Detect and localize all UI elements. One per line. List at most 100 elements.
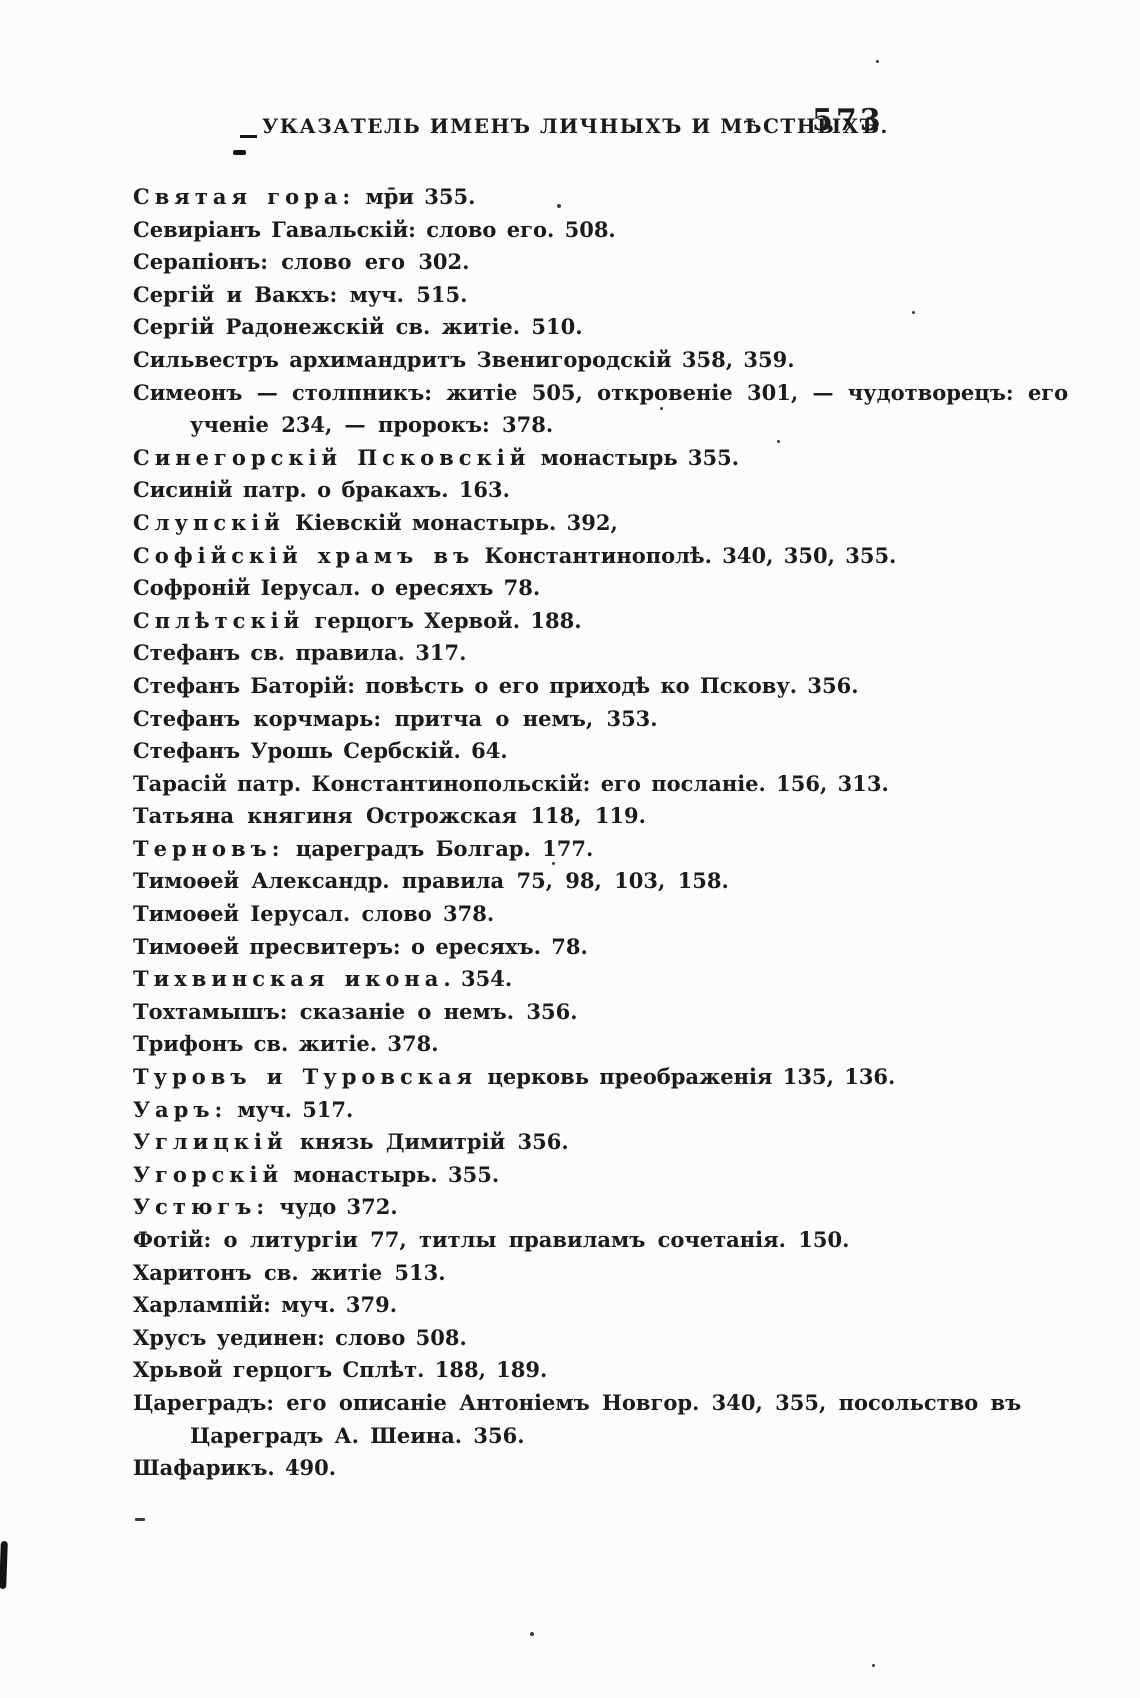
- index-entry-line: Терновъ: цареградъ Болгар. 177.: [133, 833, 1053, 866]
- index-entry-line: Софроній Іерусал. о ересяхъ 78.: [133, 572, 1053, 605]
- entry-text: Севиріанъ Гавальскій: слово его. 508.: [133, 216, 616, 242]
- index-entry-line: Симеонъ — столпникъ: житіе 505, откровен…: [133, 377, 1068, 410]
- entry-headword: Угорскій: [133, 1161, 284, 1187]
- entry-text: Константинополѣ. 340, 350, 355.: [474, 542, 897, 568]
- index-entry-line: Сергій Радонежскій св. житіе. 510.: [133, 311, 1053, 344]
- ink-underscore-mark: [240, 135, 257, 138]
- paper-speck: [876, 60, 879, 63]
- entry-text: Тимоѳей Іерусал. слово 378.: [133, 901, 495, 927]
- ink-dash-mark: [233, 150, 246, 155]
- index-entry-line: Тохтамышъ: сказаніе о немъ. 356.: [133, 996, 1053, 1029]
- running-head: УКАЗАТЕЛЬ ИМЕНЪ ЛИЧНЫХЪ И МѢСТНЫХЪ. 573: [0, 0, 1140, 160]
- paper-speck: [660, 407, 663, 410]
- entry-text: Стефанъ корчмарь: притча о немъ, 353.: [133, 705, 658, 731]
- entry-text: Тимоѳей Александр. правила 75, 98, 103, …: [133, 868, 729, 894]
- entry-headword: Уаръ:: [133, 1096, 228, 1122]
- index-entry-line: Цареградъ: его описаніе Антоніемъ Новгор…: [133, 1387, 1053, 1420]
- entry-text: Тимоѳей пресвитеръ: о ересяхъ. 78.: [133, 933, 588, 959]
- paper-speck: [872, 1664, 875, 1667]
- index-entry-line: Харитонъ св. житіе 513.: [133, 1257, 1053, 1290]
- index-entry-line: Цареградъ А. Шеина. 356.: [133, 1420, 1053, 1453]
- entry-text: чудо 372.: [269, 1194, 398, 1220]
- entry-text: Хрусъ уединен: слово 508.: [133, 1324, 467, 1350]
- entry-text: Сисиній патр. о бракахъ. 163.: [133, 477, 510, 503]
- entry-text: Стефанъ св. правила. 317.: [133, 640, 467, 666]
- entry-text: Хрьвой герцогъ Сплѣт. 188, 189.: [133, 1357, 548, 1383]
- entry-text: Тохтамышъ: сказаніе о немъ. 356.: [133, 998, 578, 1024]
- entry-text: князь Димитрій 356.: [287, 1129, 569, 1155]
- entry-text: Харлампій: муч. 379.: [133, 1292, 398, 1318]
- entry-text: Тарасій патр. Константинопольскій: его п…: [133, 770, 889, 796]
- entry-text: герцогъ Хервой. 188.: [304, 607, 582, 633]
- index-entry-line: Стефанъ корчмарь: притча о немъ, 353.: [133, 703, 1053, 736]
- paper-speck: [135, 1518, 145, 1521]
- index-entry-line: Трифонъ св. житіе. 378.: [133, 1028, 1053, 1061]
- entry-text: церковь преображенія 135, 136.: [477, 1064, 896, 1090]
- index-entry-line: Хрусъ уединен: слово 508.: [133, 1322, 1053, 1355]
- entry-text: Трифонъ св. житіе. 378.: [133, 1031, 439, 1057]
- index-entry-line: ученіе 234, — пророкъ: 378.: [133, 409, 1053, 442]
- entry-headword: Синегорскій Псковскій: [133, 444, 531, 470]
- entry-text: Шафарикъ. 490.: [133, 1455, 337, 1481]
- entry-headword: Углицкій: [133, 1129, 288, 1155]
- index-entries: Святая гора: мр̄и 355. Севиріанъ Гавальск…: [133, 181, 1068, 1485]
- index-entry-line: Стефанъ Урошь Сербскій. 64.: [133, 735, 1053, 768]
- index-entry-line: Софійскій храмъ въ Константинополѣ. 340,…: [133, 540, 1053, 573]
- entry-text: Стефанъ Урошь Сербскій. 64.: [133, 738, 508, 764]
- index-entry-line: Сисиній патр. о бракахъ. 163.: [133, 474, 1053, 507]
- entry-text: Кіевскій монастырь. 392,: [284, 509, 618, 535]
- entry-text: монастырь. 355.: [283, 1161, 500, 1187]
- entry-headword: Сплѣтскій: [133, 607, 305, 633]
- index-entry-line: Стефанъ Баторій: повѣсть о его приходѣ к…: [133, 670, 1053, 703]
- entry-text: Симеонъ — столпникъ: житіе 505, откровен…: [133, 379, 1069, 405]
- entry-headword: Святая гора:: [133, 184, 356, 209]
- running-title: УКАЗАТЕЛЬ ИМЕНЪ ЛИЧНЫХЪ И МѢСТНЫХЪ.: [262, 114, 889, 138]
- index-entry-line: Уаръ: муч. 517.: [133, 1094, 1053, 1127]
- index-entry-line: Сплѣтскій герцогъ Хервой. 188.: [133, 605, 1053, 638]
- entry-text: Софроній Іерусал. о ересяхъ 78.: [133, 575, 541, 601]
- entry-text: мр̄и 355.: [355, 184, 476, 209]
- index-entry-line: Сергій и Вакхъ: муч. 515.: [133, 279, 1053, 312]
- index-entry-line: Устюгъ: чудо 372.: [133, 1191, 1053, 1224]
- index-entry-line: Тихвинская икона. 354.: [133, 963, 1053, 996]
- paper-speck: [557, 204, 561, 208]
- index-entry-line: Сильвестръ архимандритъ Звенигородскій 3…: [133, 344, 1053, 377]
- entry-text: Сильвестръ архимандритъ Звенигородскій 3…: [133, 346, 795, 372]
- index-entry-line: Слупскій Кіевскій монастырь. 392,: [133, 507, 1053, 540]
- entry-text: Сергій Радонежскій св. житіе. 510.: [133, 314, 583, 340]
- entry-text: Харитонъ св. житіе 513.: [133, 1259, 446, 1285]
- index-entry-line: Стефанъ св. правила. 317.: [133, 637, 1053, 670]
- entry-headword: Тихвинская икона: [133, 966, 444, 992]
- entry-text: ученіе 234, — пророкъ: 378.: [190, 412, 554, 438]
- page-number: 573: [812, 103, 884, 138]
- entry-headword: Терновъ:: [133, 835, 285, 861]
- entry-text: Серапіонъ: слово его 302.: [133, 249, 470, 275]
- paper-speck: [552, 862, 555, 865]
- index-entry-line: Серапіонъ: слово его 302.: [133, 246, 1053, 279]
- index-entry-line: Шафарикъ. 490.: [133, 1452, 1053, 1485]
- index-entry-line: Угорскій монастырь. 355.: [133, 1159, 1053, 1192]
- entry-text: монастырь 355.: [530, 444, 740, 470]
- index-entry-line: Святая гора: мр̄и 355.: [133, 181, 1053, 214]
- index-entry-line: Тимоѳей пресвитеръ: о ересяхъ. 78.: [133, 931, 1053, 964]
- index-entry-line: Хрьвой герцогъ Сплѣт. 188, 189.: [133, 1354, 1053, 1387]
- entry-headword: Софійскій храмъ въ: [133, 542, 475, 568]
- entry-headword: Туровъ и Туровская: [133, 1064, 478, 1090]
- index-entry-line: Тимоѳей Іерусал. слово 378.: [133, 898, 1053, 931]
- entry-text: Цареградъ: его описаніе Антоніемъ Новгор…: [133, 1389, 1022, 1415]
- index-entry-line: Синегорскій Псковскій монастырь 355.: [133, 442, 1053, 475]
- entry-text: Сергій и Вакхъ: муч. 515.: [133, 281, 468, 307]
- entry-headword: Слупскій: [133, 509, 285, 535]
- entry-text: цареградъ Болгар. 177.: [284, 835, 594, 861]
- paper-speck: [912, 311, 915, 314]
- index-entry-line: Тарасій патр. Константинопольскій: его п…: [133, 768, 1053, 801]
- index-entry-line: Севиріанъ Гавальскій: слово его. 508.: [133, 214, 1053, 247]
- entry-text: Фотій: о литургіи 77, титлы правиламъ со…: [133, 1227, 850, 1252]
- index-entry-line: Углицкій князь Димитрій 356.: [133, 1126, 1053, 1159]
- paper-speck: [530, 1632, 534, 1636]
- entry-text: Цареградъ А. Шеина. 356.: [190, 1422, 525, 1448]
- index-entry-line: Татьяна княгиня Острожская 118, 119.: [133, 800, 1053, 833]
- entry-text: . 354.: [443, 966, 513, 992]
- index-entry-line: Туровъ и Туровская церковь преображенія …: [133, 1061, 1053, 1094]
